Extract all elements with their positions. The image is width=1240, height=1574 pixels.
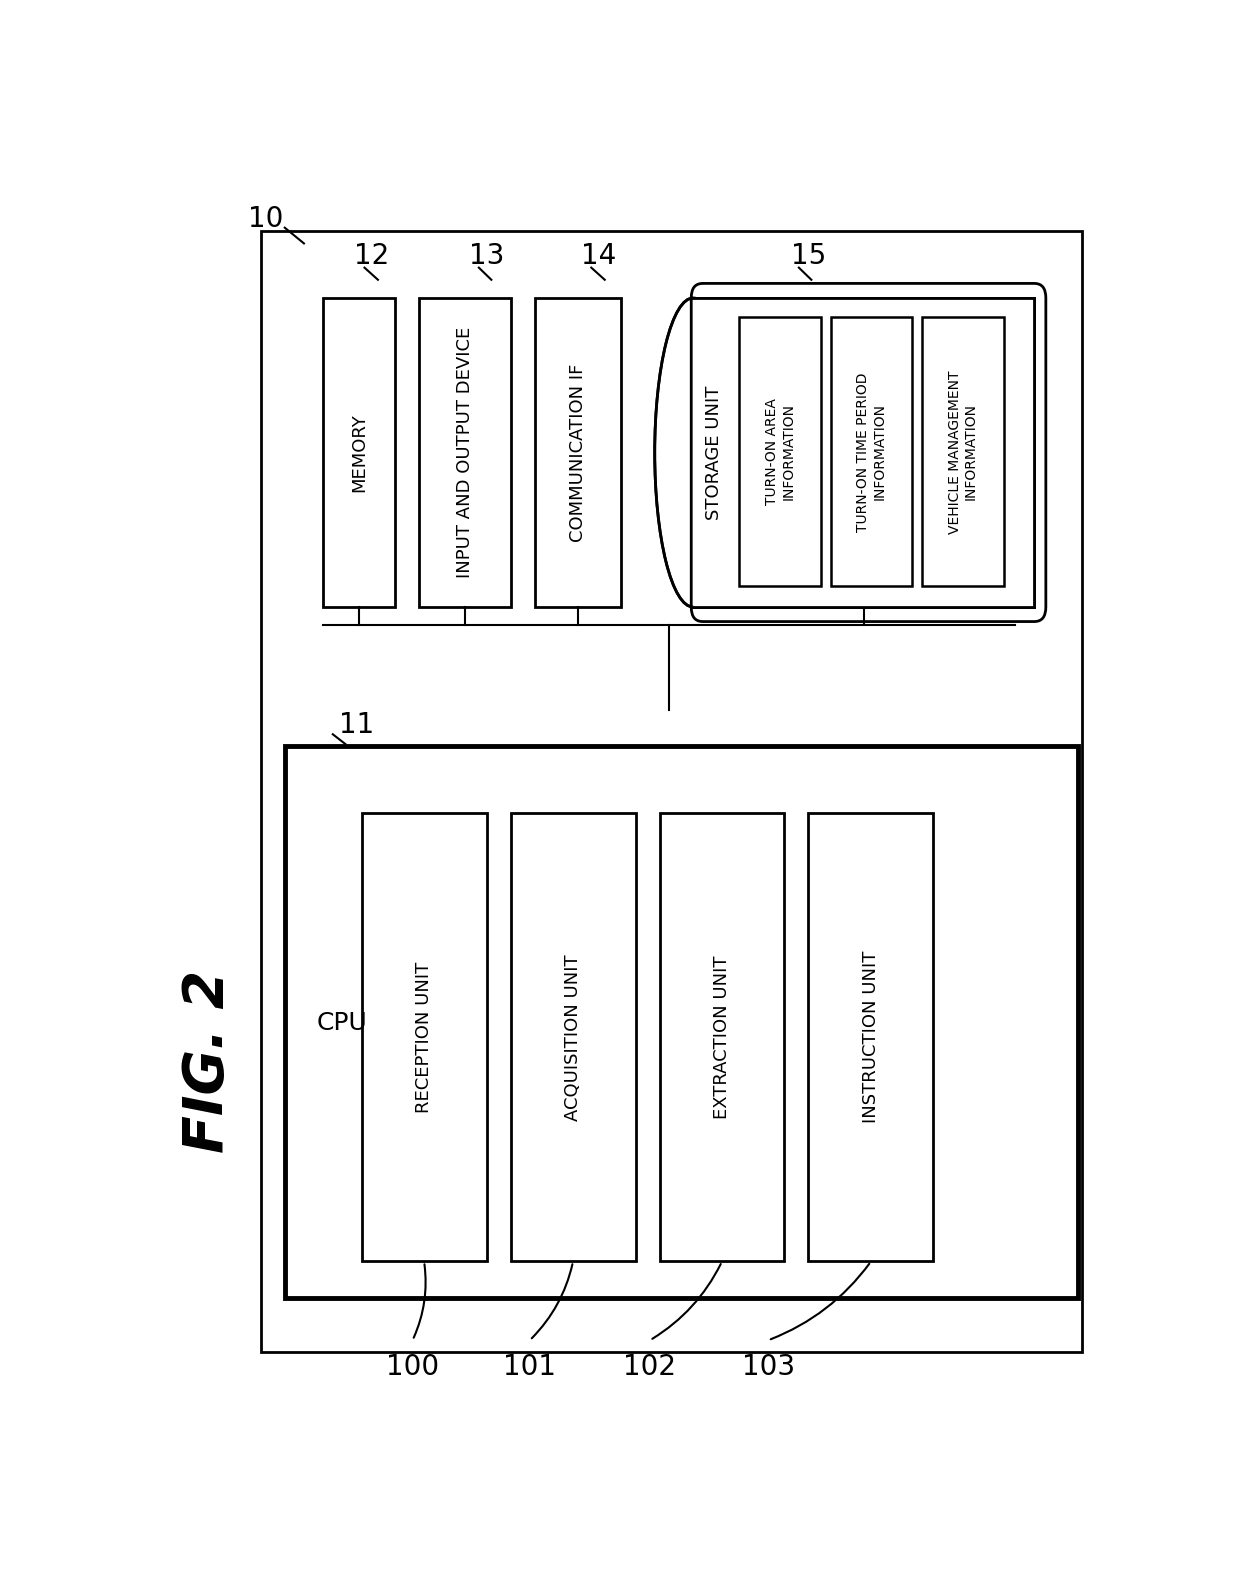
Text: CPU: CPU (317, 1011, 368, 1034)
FancyBboxPatch shape (808, 814, 934, 1261)
FancyBboxPatch shape (921, 318, 1003, 587)
Text: INPUT AND OUTPUT DEVICE: INPUT AND OUTPUT DEVICE (456, 327, 474, 578)
Text: COMMUNICATION IF: COMMUNICATION IF (569, 364, 587, 541)
Text: 100: 100 (386, 1354, 439, 1380)
FancyBboxPatch shape (693, 297, 1034, 608)
FancyBboxPatch shape (324, 297, 396, 608)
Text: INSTRUCTION UNIT: INSTRUCTION UNIT (862, 951, 880, 1124)
FancyBboxPatch shape (511, 814, 635, 1261)
Text: 102: 102 (624, 1354, 676, 1380)
Text: 12: 12 (353, 241, 389, 269)
Text: RECEPTION UNIT: RECEPTION UNIT (415, 962, 433, 1113)
Text: EXTRACTION UNIT: EXTRACTION UNIT (713, 955, 732, 1119)
Text: MEMORY: MEMORY (350, 412, 368, 491)
Text: 103: 103 (742, 1354, 795, 1380)
Text: 15: 15 (791, 241, 826, 269)
FancyBboxPatch shape (831, 318, 913, 587)
FancyBboxPatch shape (260, 231, 1083, 1352)
FancyBboxPatch shape (693, 297, 1034, 608)
FancyBboxPatch shape (660, 814, 785, 1261)
Text: 14: 14 (582, 241, 616, 269)
Text: 13: 13 (469, 241, 505, 269)
Text: TURN-ON TIME PERIOD
INFORMATION: TURN-ON TIME PERIOD INFORMATION (857, 371, 887, 532)
FancyBboxPatch shape (362, 814, 486, 1261)
FancyBboxPatch shape (534, 297, 621, 608)
Text: 101: 101 (503, 1354, 557, 1380)
FancyBboxPatch shape (285, 746, 1078, 1299)
Text: 10: 10 (248, 205, 283, 233)
Text: 11: 11 (340, 710, 374, 738)
Text: TURN-ON AREA
INFORMATION: TURN-ON AREA INFORMATION (765, 398, 795, 505)
Text: STORAGE UNIT: STORAGE UNIT (706, 386, 723, 519)
Text: ACQUISITION UNIT: ACQUISITION UNIT (564, 954, 582, 1121)
Text: VEHICLE MANAGEMENT
INFORMATION: VEHICLE MANAGEMENT INFORMATION (947, 370, 978, 534)
Text: FIG. 2: FIG. 2 (181, 970, 234, 1154)
Ellipse shape (655, 297, 732, 608)
FancyBboxPatch shape (739, 318, 821, 587)
FancyBboxPatch shape (419, 297, 511, 608)
